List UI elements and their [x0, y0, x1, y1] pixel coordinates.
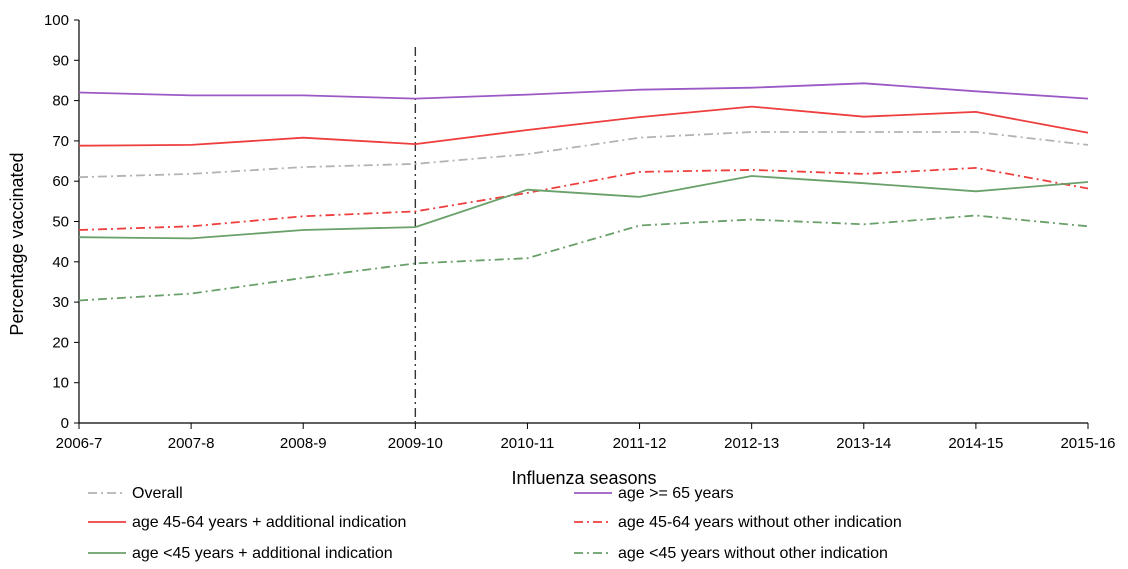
x-tick-label: 2011-12 — [613, 435, 667, 452]
y-tick-label: 90 — [52, 52, 69, 69]
legend-label-1: age >= 65 years — [618, 485, 734, 502]
y-tick-label: 10 — [52, 375, 69, 392]
y-tick-label: 100 — [44, 12, 69, 29]
legend-label-3: age 45-64 years without other indication — [618, 514, 902, 531]
series-line-5 — [78, 214, 1089, 302]
series-line-1 — [78, 82, 1089, 100]
x-tick-label: 2009-10 — [388, 435, 443, 452]
x-tick-label: 2015-16 — [1060, 435, 1115, 452]
y-tick-label: 20 — [52, 334, 69, 351]
x-tick-label: 2013-14 — [836, 435, 891, 452]
legend-label-0: Overall — [132, 485, 183, 502]
x-tick-label: 2014-15 — [948, 435, 1003, 452]
x-tick-label: 2010-11 — [500, 435, 554, 452]
y-tick-label: 60 — [52, 173, 69, 190]
y-tick-label: 70 — [52, 133, 69, 150]
y-tick-label: 50 — [52, 214, 69, 231]
x-tick-label: 2006-7 — [56, 435, 103, 452]
x-tick-label: 2008-9 — [280, 435, 327, 452]
y-tick-label: 40 — [52, 254, 69, 271]
y-tick-label: 80 — [52, 93, 69, 110]
x-tick-label: 2012-13 — [724, 435, 779, 452]
series-line-4 — [78, 175, 1089, 240]
x-tick-label: 2007-8 — [168, 435, 215, 452]
series-line-2 — [78, 105, 1089, 147]
x-axis-title: Influenza seasons — [511, 468, 656, 488]
y-axis-title: Percentage vaccinated — [7, 152, 27, 335]
y-tick-label: 30 — [52, 294, 69, 311]
series-line-3 — [78, 166, 1089, 231]
y-tick-label: 0 — [61, 415, 69, 432]
legend-label-2: age 45-64 years + additional indication — [132, 514, 406, 531]
series-line-0 — [78, 131, 1089, 179]
legend-label-5: age <45 years without other indication — [618, 545, 888, 562]
legend-label-4: age <45 years + additional indication — [132, 545, 393, 562]
